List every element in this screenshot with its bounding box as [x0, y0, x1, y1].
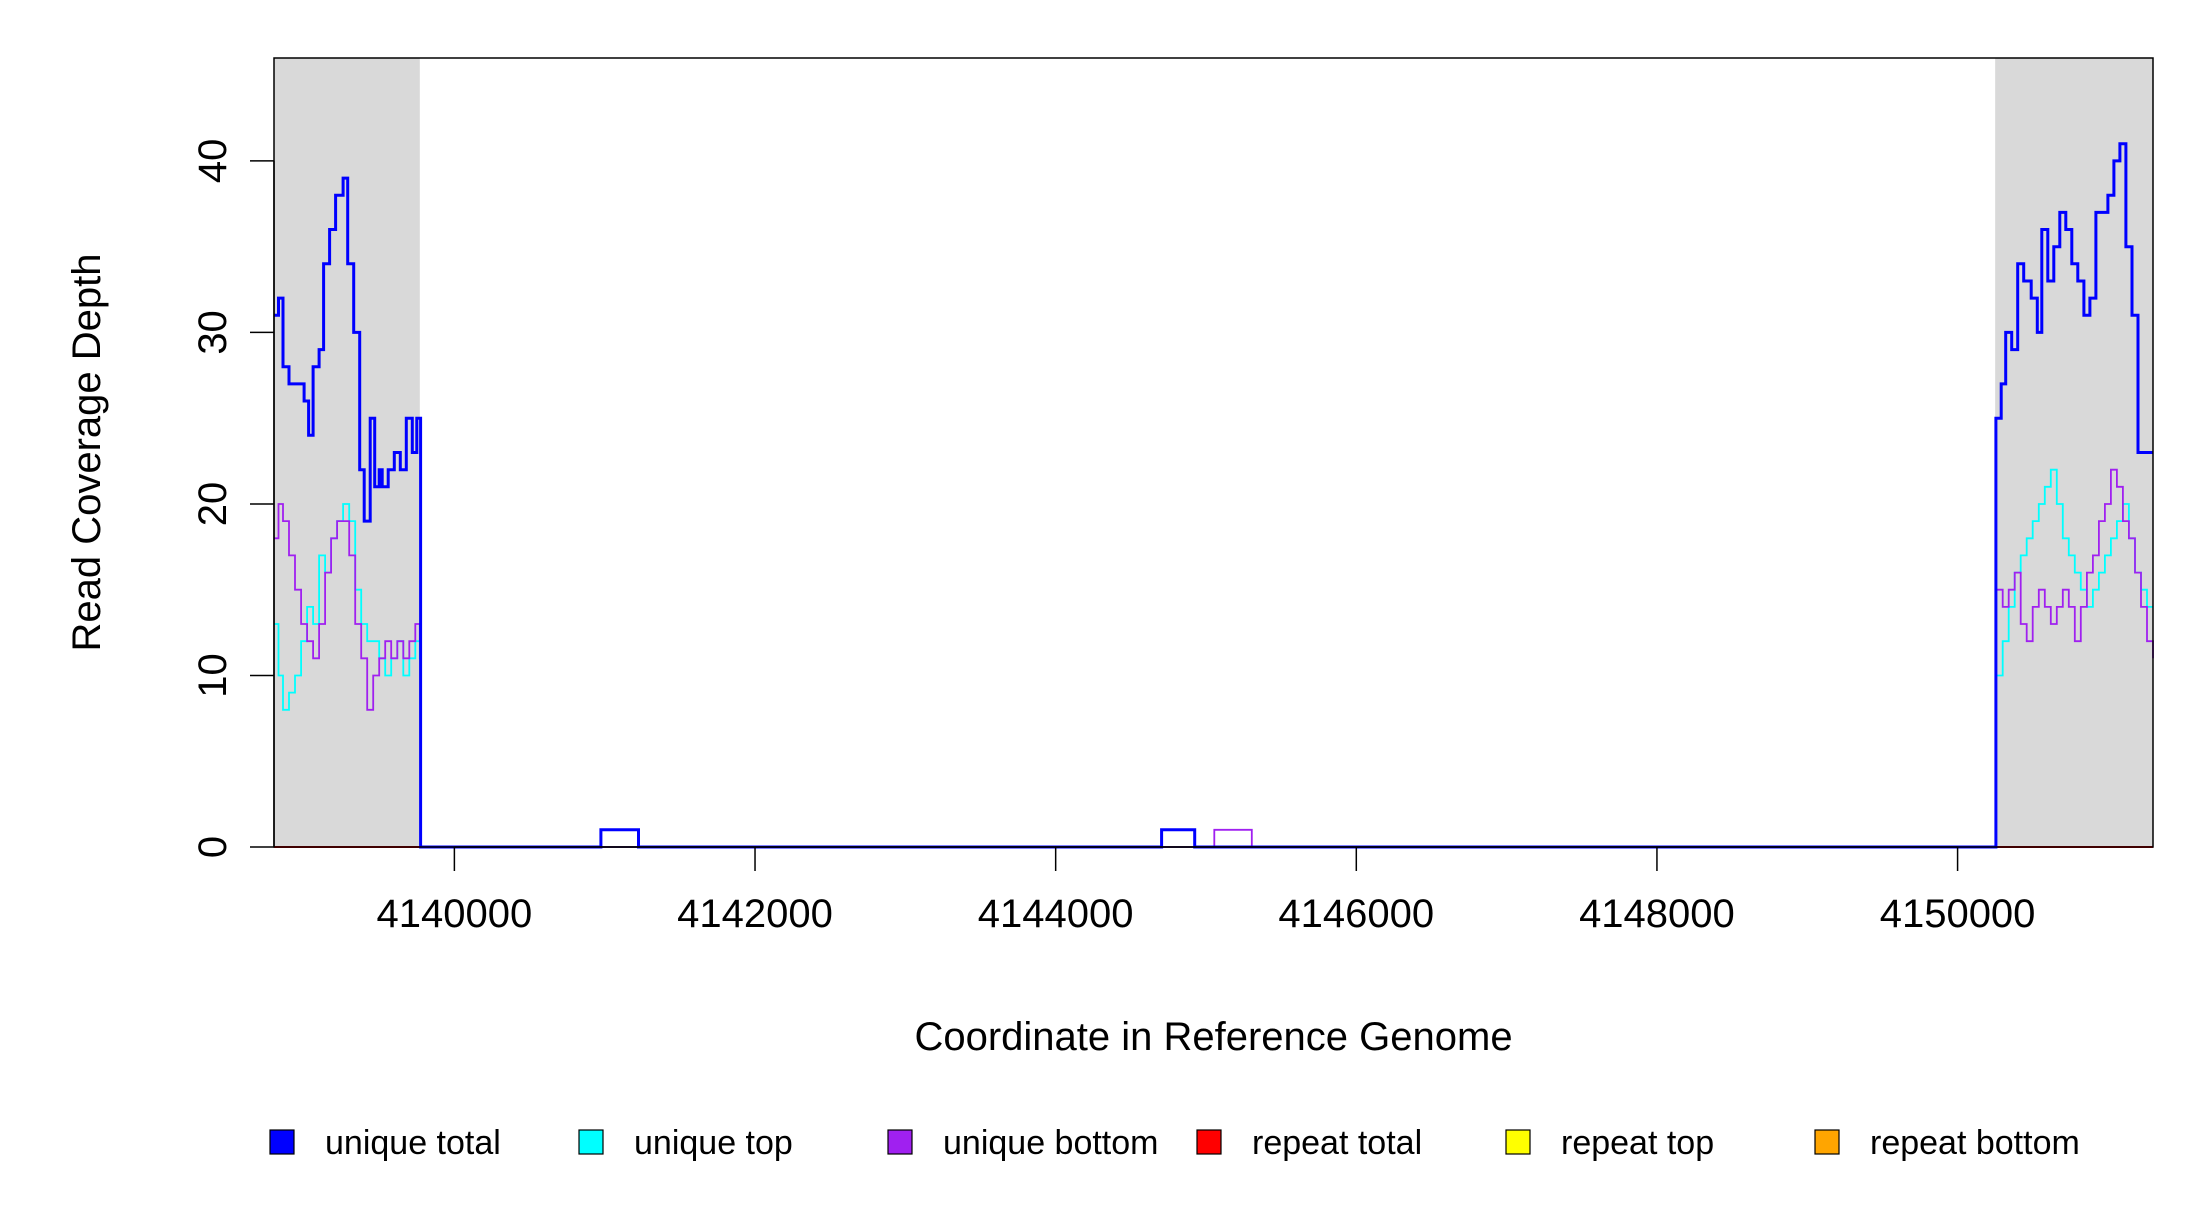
legend-swatch-repeat-total	[1196, 1129, 1222, 1155]
legend-swatch-unique-top	[578, 1129, 604, 1155]
x-tick-label: 4144000	[978, 892, 1134, 936]
x-tick-label: 4140000	[377, 892, 533, 936]
series-layer	[274, 142, 2154, 849]
legend-label-repeat-bottom: repeat bottom	[1870, 1124, 2080, 1162]
legend-swatch-repeat-top	[1505, 1129, 1531, 1155]
legend-label-unique-bottom: unique bottom	[943, 1124, 1159, 1162]
x-tick-label: 4146000	[1278, 892, 1434, 936]
y-tick-label: 30	[191, 310, 235, 355]
x-tick-label: 4150000	[1880, 892, 2036, 936]
x-axis-label: Coordinate in Reference Genome	[914, 1015, 1512, 1059]
legend-swatch-repeat-bottom	[1814, 1129, 1840, 1155]
series-line-unique-top	[274, 468, 2153, 848]
shaded-region-2	[1995, 58, 2153, 847]
y-tick-label: 0	[191, 836, 235, 858]
legend-label-unique-total: unique total	[325, 1124, 501, 1162]
legend: unique total unique top unique bottom repea…	[269, 1124, 2080, 1162]
legend-label-repeat-top: repeat top	[1561, 1124, 1714, 1162]
axes-layer: 4140000 4142000 4144000 4146000 4148000 41500…	[191, 139, 2035, 936]
y-tick-label: 20	[191, 482, 235, 527]
y-tick-label: 40	[191, 139, 235, 184]
y-tick-label: 10	[191, 653, 235, 698]
series-line-unique-total	[274, 142, 2153, 849]
x-tick-label: 4148000	[1579, 892, 1735, 936]
y-axis-label: Read Coverage Depth	[65, 253, 109, 651]
legend-label-unique-top: unique top	[634, 1124, 793, 1162]
legend-label-repeat-total: repeat total	[1252, 1124, 1422, 1162]
x-tick-label: 4142000	[677, 892, 833, 936]
plot-frame	[273, 57, 2154, 848]
background-layer	[274, 58, 2153, 847]
legend-swatch-unique-bottom	[887, 1129, 913, 1155]
legend-swatch-unique-total	[269, 1129, 295, 1155]
series-line-unique-bottom	[274, 468, 2154, 848]
